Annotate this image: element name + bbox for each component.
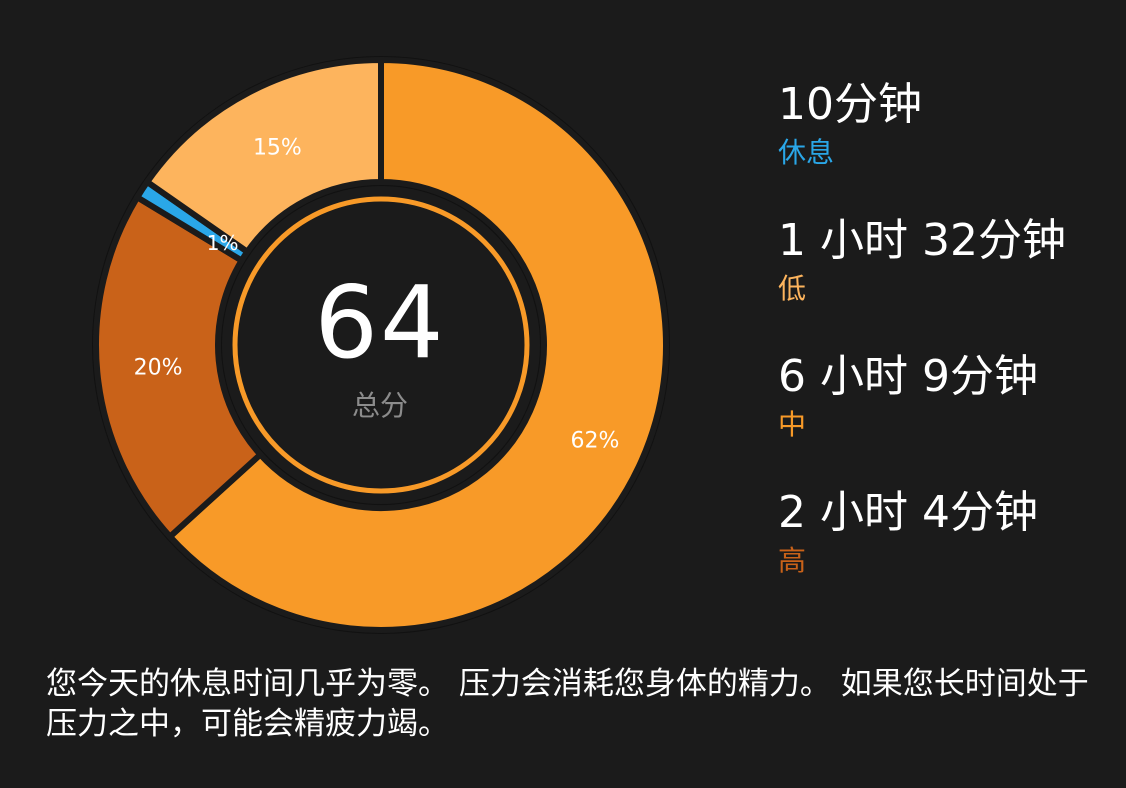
accent-ring xyxy=(232,196,530,494)
legend: 10分钟 休息 1 小时 32分钟 低 6 小时 9分钟 中 2 小时 4分钟 … xyxy=(778,76,1118,620)
slice-label-3: 15% xyxy=(253,135,302,160)
slice-label-0: 62% xyxy=(571,429,620,454)
slice-label-2: 1% xyxy=(207,231,239,255)
legend-duration: 2 小时 4分钟 xyxy=(778,487,1038,538)
total-score-label: 总分 xyxy=(351,389,408,422)
total-score: 64 xyxy=(314,264,446,381)
legend-level: 休息 xyxy=(778,136,835,169)
legend-duration: 1 小时 32分钟 xyxy=(778,215,1066,266)
legend-item-medium: 6 小时 9分钟 中 xyxy=(778,348,1118,484)
legend-item-low: 1 小时 32分钟 低 xyxy=(778,212,1118,348)
inner-ring xyxy=(222,186,540,504)
slice-0 xyxy=(165,56,669,633)
legend-level: 中 xyxy=(778,408,807,441)
legend-item-high: 2 小时 4分钟 高 xyxy=(778,484,1118,620)
slice-3 xyxy=(143,56,384,256)
legend-level: 高 xyxy=(778,544,807,577)
donut-hole xyxy=(222,186,540,504)
legend-item-rest: 10分钟 休息 xyxy=(778,76,1118,212)
stress-description: 您今天的休息时间几乎为零。 压力会消耗您身体的精力。 如果您长时间处于压力之中，… xyxy=(46,666,1089,742)
legend-level: 低 xyxy=(778,272,807,305)
slice-labels: 62% 20% 1% 15% xyxy=(134,135,620,453)
slice-1 xyxy=(93,193,265,541)
legend-duration: 10分钟 xyxy=(778,79,922,130)
slice-label-1: 20% xyxy=(134,356,183,381)
stress-donut-chart: 62% 20% 1% 15% xyxy=(93,56,669,633)
legend-duration: 6 小时 9分钟 xyxy=(778,351,1038,402)
